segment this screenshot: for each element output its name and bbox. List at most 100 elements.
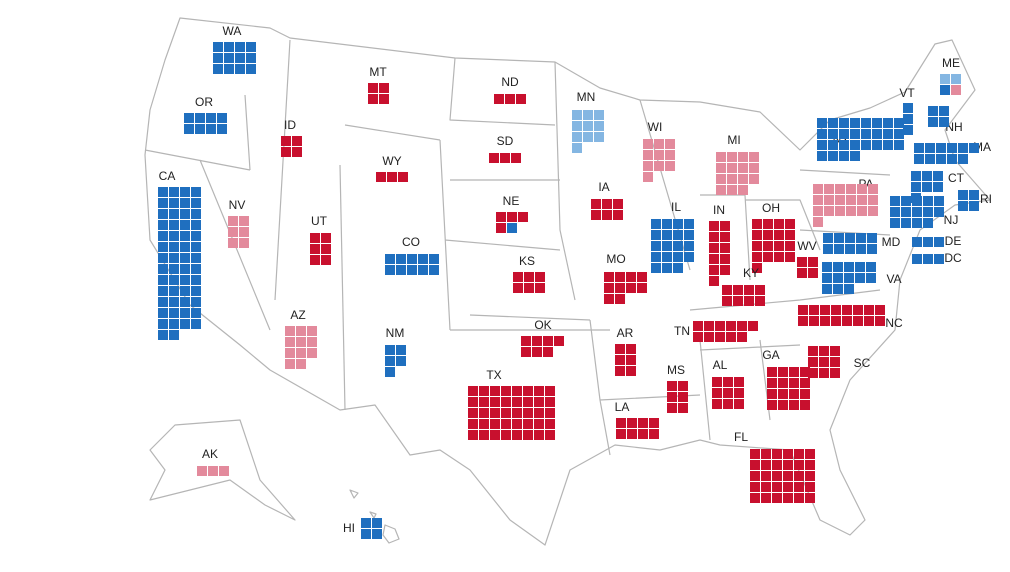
vote-square xyxy=(239,227,249,237)
vote-square xyxy=(794,449,804,459)
vote-square xyxy=(831,305,841,315)
vote-square xyxy=(285,348,295,358)
vote-square xyxy=(912,237,922,247)
vote-square xyxy=(958,154,968,164)
vote-square xyxy=(958,190,968,200)
vote-square xyxy=(805,493,815,503)
vote-square xyxy=(817,129,827,139)
vote-square xyxy=(822,284,832,294)
vote-square xyxy=(716,163,726,173)
state-label: AR xyxy=(617,326,634,340)
vote-square xyxy=(191,220,201,230)
vote-square xyxy=(969,201,979,211)
vote-square xyxy=(911,171,921,181)
vote-square xyxy=(228,216,238,226)
vote-square xyxy=(545,386,555,396)
vote-square xyxy=(387,172,397,182)
vote-square xyxy=(951,74,961,84)
vote-square xyxy=(800,389,810,399)
vote-square xyxy=(169,319,179,329)
vote-square xyxy=(928,106,938,116)
vote-square xyxy=(512,430,522,440)
vote-square xyxy=(613,210,623,220)
vote-square xyxy=(158,275,168,285)
vote-square xyxy=(712,377,722,387)
vote-square xyxy=(158,330,168,340)
us-outline xyxy=(144,17,991,546)
vote-square xyxy=(883,118,893,128)
vote-square xyxy=(750,482,760,492)
state-label: NV xyxy=(229,198,246,212)
vote-square xyxy=(512,408,522,418)
vote-square xyxy=(583,121,593,131)
vote-square xyxy=(845,233,855,243)
vote-square xyxy=(191,242,201,252)
vote-square xyxy=(213,64,223,74)
vote-square xyxy=(281,147,291,157)
vote-square xyxy=(180,231,190,241)
vote-square xyxy=(761,449,771,459)
vote-square xyxy=(180,275,190,285)
vote-square xyxy=(169,209,179,219)
state-label: IN xyxy=(713,203,725,217)
state-label: DE xyxy=(945,234,962,248)
vote-square xyxy=(922,171,932,181)
vote-square xyxy=(616,429,626,439)
state-label: MN xyxy=(577,90,596,104)
vote-square xyxy=(281,136,291,146)
vote-square xyxy=(855,273,865,283)
vote-square xyxy=(813,195,823,205)
vote-square xyxy=(738,152,748,162)
vote-square xyxy=(805,449,815,459)
vote-square xyxy=(903,114,913,124)
vote-square xyxy=(654,161,664,171)
vote-square xyxy=(507,212,517,222)
vote-square xyxy=(868,184,878,194)
vote-square xyxy=(763,241,773,251)
vote-square xyxy=(678,403,688,413)
vote-square xyxy=(615,344,625,354)
vote-square xyxy=(180,187,190,197)
vote-square xyxy=(712,388,722,398)
vote-square xyxy=(501,430,511,440)
vote-square xyxy=(638,418,648,428)
vote-square xyxy=(894,140,904,150)
vote-square xyxy=(785,230,795,240)
vote-square xyxy=(321,255,331,265)
vote-square xyxy=(651,230,661,240)
vote-square xyxy=(912,207,922,217)
vote-square xyxy=(673,241,683,251)
vote-square xyxy=(789,389,799,399)
vote-square xyxy=(583,132,593,142)
vote-square xyxy=(501,408,511,418)
vote-square xyxy=(523,386,533,396)
vote-square xyxy=(923,218,933,228)
vote-square xyxy=(933,171,943,181)
vote-square xyxy=(911,182,921,192)
vote-square xyxy=(535,283,545,293)
state-label: CO xyxy=(402,235,420,249)
vote-square xyxy=(532,336,542,346)
vote-square xyxy=(808,268,818,278)
vote-square xyxy=(626,355,636,365)
state-label: NE xyxy=(503,194,520,208)
vote-square xyxy=(842,305,852,315)
vote-square xyxy=(894,129,904,139)
vote-square xyxy=(820,305,830,315)
vote-square xyxy=(969,143,979,153)
vote-square xyxy=(912,218,922,228)
vote-square xyxy=(310,233,320,243)
vote-square xyxy=(479,419,489,429)
vote-square xyxy=(712,399,722,409)
vote-square xyxy=(856,233,866,243)
vote-square xyxy=(662,219,672,229)
vote-square xyxy=(368,94,378,104)
vote-square xyxy=(939,117,949,127)
alaska-outline xyxy=(149,419,296,521)
vote-square xyxy=(709,254,719,264)
vote-square xyxy=(925,154,935,164)
vote-square xyxy=(385,265,395,275)
vote-square xyxy=(180,209,190,219)
vote-square xyxy=(385,254,395,264)
